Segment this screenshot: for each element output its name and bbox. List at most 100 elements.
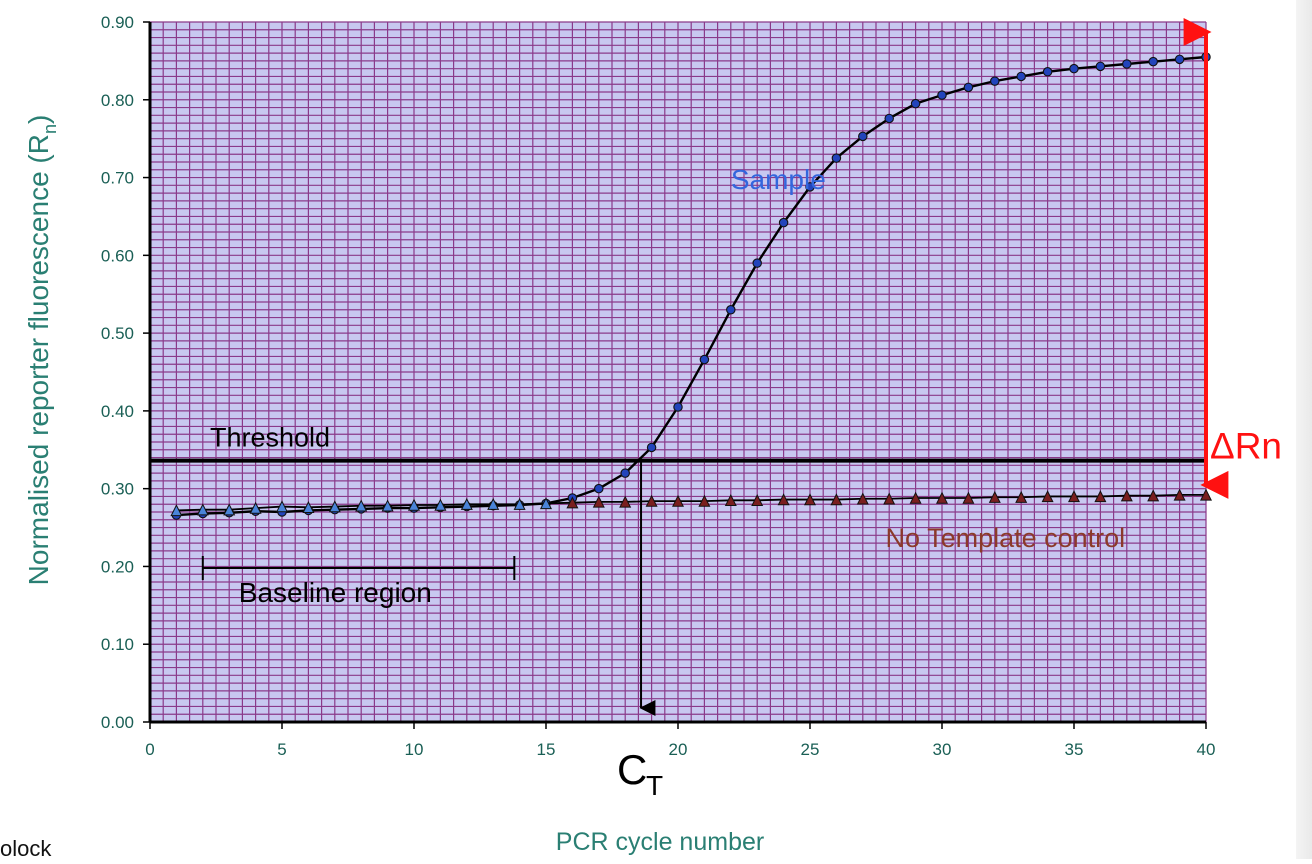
control-data-point <box>487 497 500 510</box>
control-data-point <box>249 501 262 514</box>
control-data-point <box>909 491 922 504</box>
sample-data-point <box>752 258 762 268</box>
x-tick-label: 10 <box>405 740 424 759</box>
control-data-point <box>962 491 975 504</box>
control-data-point <box>803 493 817 506</box>
sample-data-point <box>1095 61 1106 72</box>
control-data-point <box>1147 489 1160 502</box>
x-tick-label: 0 <box>145 740 154 759</box>
control-data-point <box>751 494 764 507</box>
sample-data-point <box>884 113 894 124</box>
x-tick-label: 15 <box>537 740 556 759</box>
y-tick-label: 0.90 <box>101 13 134 32</box>
x-tick-label: 25 <box>801 740 820 759</box>
grid <box>149 21 1207 723</box>
annotations: Threshold Sample No Template control Baseli… <box>150 18 1282 801</box>
y-axis-label-main: Normalised reporter fluorescence (R <box>23 134 54 585</box>
y-axis-label-close: ) <box>23 115 54 124</box>
sample-data-point <box>620 468 630 478</box>
right-edge-fade <box>1296 0 1312 859</box>
sample-data-point <box>646 442 657 453</box>
control-data-point <box>355 499 368 512</box>
sample-series-label: Sample <box>731 164 826 195</box>
control-series-label: No Template control <box>886 523 1126 553</box>
control-data-point <box>935 491 949 504</box>
sample-data-point <box>910 98 921 109</box>
control-data-point <box>170 504 183 517</box>
y-tick-label: 0.70 <box>101 169 134 188</box>
control-data-point <box>434 498 447 511</box>
control-data-point <box>1041 490 1054 503</box>
control-data-point <box>275 500 289 513</box>
sample-data-point <box>858 131 868 142</box>
x-tick-label: 20 <box>669 740 688 759</box>
control-data-point <box>671 494 685 507</box>
control-data-point <box>830 493 843 506</box>
y-tick-label: 0.40 <box>101 402 134 421</box>
control-data-point <box>988 490 1001 503</box>
control-data-point <box>1120 489 1133 502</box>
sample-data-point <box>1016 71 1026 82</box>
sample-data-point <box>1069 63 1079 74</box>
sample-data-point <box>726 305 736 315</box>
control-data-point <box>407 498 421 511</box>
cut-off-bottom-text: olock <box>0 836 52 861</box>
delta-rn-label: ΔRn <box>1210 426 1282 467</box>
control-data-point <box>302 501 315 514</box>
control-data-point <box>724 494 737 507</box>
control-data-point <box>619 495 632 508</box>
ct-subscript: T <box>646 770 663 801</box>
control-data-point <box>566 496 579 509</box>
y-tick-label: 0.10 <box>101 635 134 654</box>
control-data-point <box>460 497 473 510</box>
sample-series-line <box>176 55 1207 517</box>
y-axis-label-subscript: n <box>40 124 60 134</box>
x-tick-label: 30 <box>933 740 952 759</box>
control-data-point <box>1094 490 1107 503</box>
x-tick-label: 5 <box>277 740 286 759</box>
control-data-point <box>539 497 553 510</box>
baseline-region-label: Baseline region <box>239 577 432 608</box>
control-data-point <box>328 500 341 513</box>
axes: 0 5 10 15 20 25 30 35 40 0.00 0.10 0.20 0.30 0.40 0.50… <box>23 13 1215 856</box>
sample-data-point <box>594 483 604 494</box>
sample-data-point <box>699 354 710 365</box>
sample-data-point <box>831 153 842 163</box>
sample-data-point <box>1148 56 1158 67</box>
y-tick-label: 0.30 <box>101 480 134 499</box>
sample-data-point <box>673 402 683 412</box>
y-axis-label: Normalised reporter fluorescence (Rn) <box>23 115 60 586</box>
plot-area <box>149 21 1207 723</box>
control-data-point <box>1015 490 1028 503</box>
sample-data-point <box>805 182 815 192</box>
threshold-label: Threshold <box>210 423 330 453</box>
sample-data-point <box>1042 67 1053 77</box>
sample-data-point <box>1122 59 1132 69</box>
control-data-point <box>1067 490 1081 503</box>
y-tick-label: 0.00 <box>101 713 134 732</box>
y-tick-label: 0.80 <box>101 91 134 110</box>
control-data-point <box>1173 488 1186 501</box>
ct-label: C <box>617 746 647 793</box>
control-data-point <box>592 495 605 508</box>
control-data-point <box>777 493 790 506</box>
control-data-point <box>645 494 658 507</box>
control-data-point <box>698 494 711 507</box>
control-data-point <box>223 503 236 516</box>
y-tick-label: 0.20 <box>101 557 134 576</box>
control-data-point <box>883 492 896 505</box>
y-tick-label: 0.50 <box>101 324 134 343</box>
control-data-point <box>513 497 526 510</box>
sample-data-point <box>963 82 974 93</box>
x-tick-label: 40 <box>1197 740 1216 759</box>
sample-data-point <box>778 217 789 228</box>
y-tick-label: 0.60 <box>101 246 134 265</box>
control-data-point <box>196 503 209 516</box>
sample-data-point <box>1174 54 1185 65</box>
x-tick-label: 35 <box>1065 740 1084 759</box>
sample-data-point <box>990 76 1000 86</box>
control-data-point <box>856 492 869 505</box>
control-data-point <box>381 499 394 512</box>
